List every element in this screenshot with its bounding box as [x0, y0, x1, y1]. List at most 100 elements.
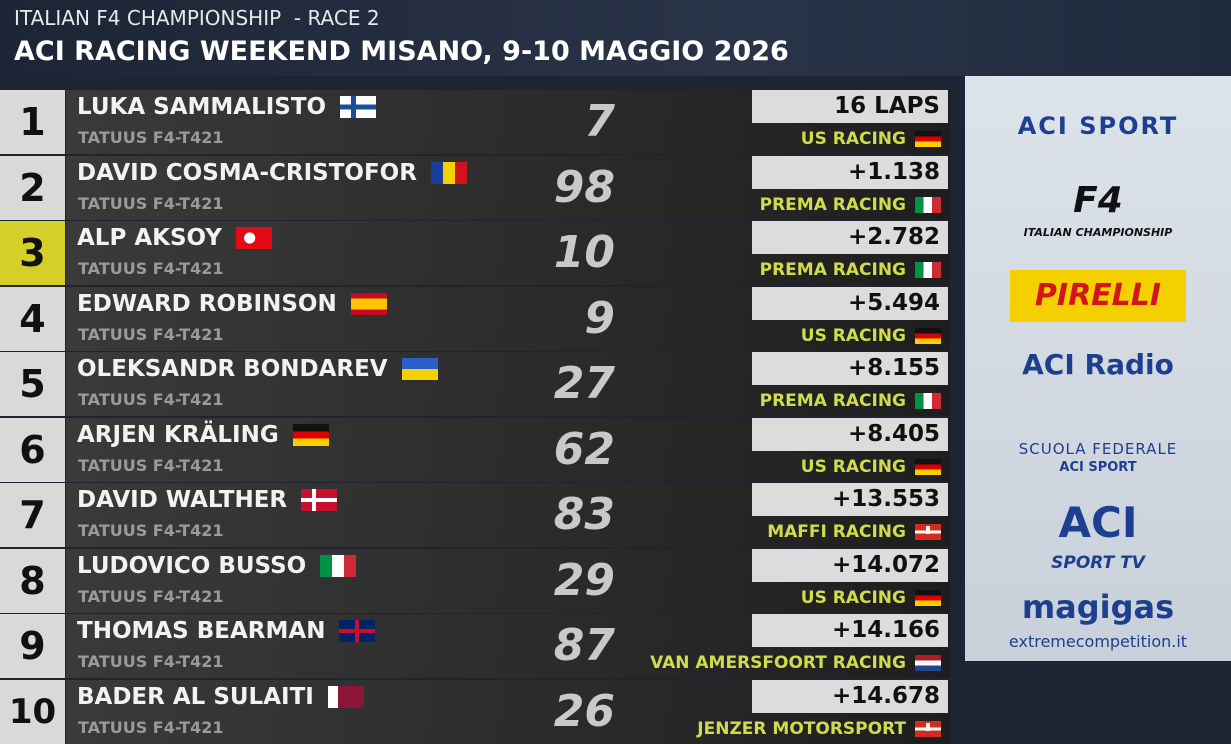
car: TATUUS F4-T421	[78, 586, 224, 606]
car-number: 98	[553, 161, 615, 213]
sponsor: ACI	[1058, 498, 1138, 547]
header-title-line: ITALIAN F4 CHAMPIONSHIP - RACE 2	[14, 6, 380, 30]
car: TATUUS F4-T421	[78, 259, 224, 278]
driver: LUDOVICO BUSSO	[77, 552, 357, 579]
driver-name: ARJEN KRÄLING	[77, 421, 279, 448]
driver: BADER AL SULAITI	[77, 684, 364, 710]
team-flag	[915, 262, 941, 278]
team: US RACING	[800, 129, 906, 149]
sponsor: ACI Radio	[1022, 348, 1174, 381]
race: RACE 2	[307, 6, 380, 30]
sponsor: ACI SPORT	[1059, 460, 1137, 475]
car: TATUUS F4-T421	[78, 455, 224, 475]
driver-name: THOMAS BEARMAN	[77, 618, 326, 644]
driver: DAVID WALTHER	[77, 487, 338, 513]
driver-name: DAVID WALTHER	[77, 487, 288, 513]
driver-name: DAVID COSMA-CRISTOFOR	[77, 159, 417, 186]
car-number: 10	[553, 227, 615, 278]
position: 1	[0, 90, 65, 154]
car-number: 62	[553, 423, 615, 475]
team: US RACING	[800, 587, 906, 608]
sponsor: SPORT TV	[1051, 553, 1145, 573]
position: 2	[0, 155, 65, 220]
driver: ARJEN KRÄLING	[77, 422, 329, 448]
car: TATUUS F4-T421	[78, 128, 224, 147]
car-number: 29	[553, 554, 615, 606]
flag	[401, 358, 438, 380]
driver: LUKA SAMMALISTO	[77, 94, 377, 120]
team: VAN AMERSFOORT RACING	[650, 653, 906, 673]
sponsor: SCUOLA FEDERALE	[1018, 440, 1178, 458]
driver-name: LUDOVICO BUSSO	[77, 552, 307, 579]
team: MAFFI RACING	[767, 522, 906, 542]
team-flag	[915, 458, 941, 475]
team-flag	[915, 327, 941, 344]
team-flag	[915, 131, 941, 147]
car: TATUUS F4-T421	[78, 193, 224, 213]
gap: +8.405	[752, 417, 948, 451]
gap: 16 LAPS	[752, 90, 948, 123]
car-number: 7	[584, 96, 615, 147]
title: ITALIAN F4 CHAMPIONSHIP	[14, 6, 282, 30]
team: JENZER MOTORSPORT	[697, 718, 906, 739]
driver: ALP AKSOY	[77, 225, 272, 251]
sponsor: ITALIAN CHAMPIONSHIP	[1023, 226, 1173, 239]
position: 9	[0, 614, 65, 678]
flag	[320, 554, 357, 577]
position: 4	[0, 286, 65, 351]
car-number: 9	[584, 292, 615, 344]
flag	[430, 161, 467, 184]
gap: +2.782	[752, 221, 948, 254]
flag	[235, 227, 272, 249]
position: 10	[0, 679, 65, 744]
position: 7	[0, 483, 65, 547]
gap: +14.166	[752, 614, 948, 647]
car-number: 83	[553, 489, 615, 540]
gap: +8.155	[752, 352, 948, 385]
car: TATUUS F4-T421	[78, 652, 224, 671]
team: US RACING	[800, 456, 906, 477]
team: PREMA RACING	[759, 391, 906, 411]
position: 3	[0, 221, 65, 285]
position: 6	[0, 417, 65, 482]
driver-name: OLEKSANDR BONDAREV	[77, 356, 388, 382]
team-flag	[915, 720, 941, 737]
sponsor: PIRELLI	[1010, 270, 1186, 322]
driver-name: EDWARD ROBINSON	[77, 290, 337, 317]
gap: +13.553	[752, 483, 948, 516]
sponsor: magigas	[1021, 588, 1175, 626]
flag	[350, 292, 387, 315]
gap: +1.138	[752, 155, 948, 189]
flag	[292, 423, 329, 446]
team: PREMA RACING	[759, 260, 906, 280]
team-flag	[915, 393, 941, 409]
car: TATUUS F4-T421	[78, 324, 224, 344]
flag	[327, 685, 364, 708]
car-number: 26	[553, 685, 615, 737]
car: TATUUS F4-T421	[78, 390, 224, 409]
team-flag	[915, 655, 941, 671]
flag	[339, 620, 376, 642]
team: US RACING	[800, 325, 906, 346]
car: TATUUS F4-T421	[78, 717, 224, 737]
car-number: 27	[553, 358, 615, 409]
driver: DAVID COSMA-CRISTOFOR	[77, 160, 467, 186]
driver-name: ALP AKSOY	[77, 225, 222, 251]
flag	[340, 96, 377, 118]
car: TATUUS F4-T421	[78, 521, 224, 540]
car-number: 87	[553, 620, 615, 671]
sponsor-panel	[965, 76, 1231, 661]
position: 5	[0, 352, 65, 416]
team: PREMA RACING	[759, 194, 906, 215]
gap: +14.678	[752, 679, 948, 713]
driver: EDWARD ROBINSON	[77, 291, 387, 317]
event: ACI RACING WEEKEND MISANO, 9-10 MAGGIO 2…	[14, 36, 789, 67]
sponsor: extremecompetition.it	[1008, 632, 1188, 651]
gap: +5.494	[752, 286, 948, 320]
gap: +14.072	[752, 548, 948, 582]
position: 8	[0, 548, 65, 613]
driver-name: LUKA SAMMALISTO	[77, 94, 327, 120]
flag	[301, 489, 338, 511]
driver-name: BADER AL SULAITI	[77, 683, 314, 710]
